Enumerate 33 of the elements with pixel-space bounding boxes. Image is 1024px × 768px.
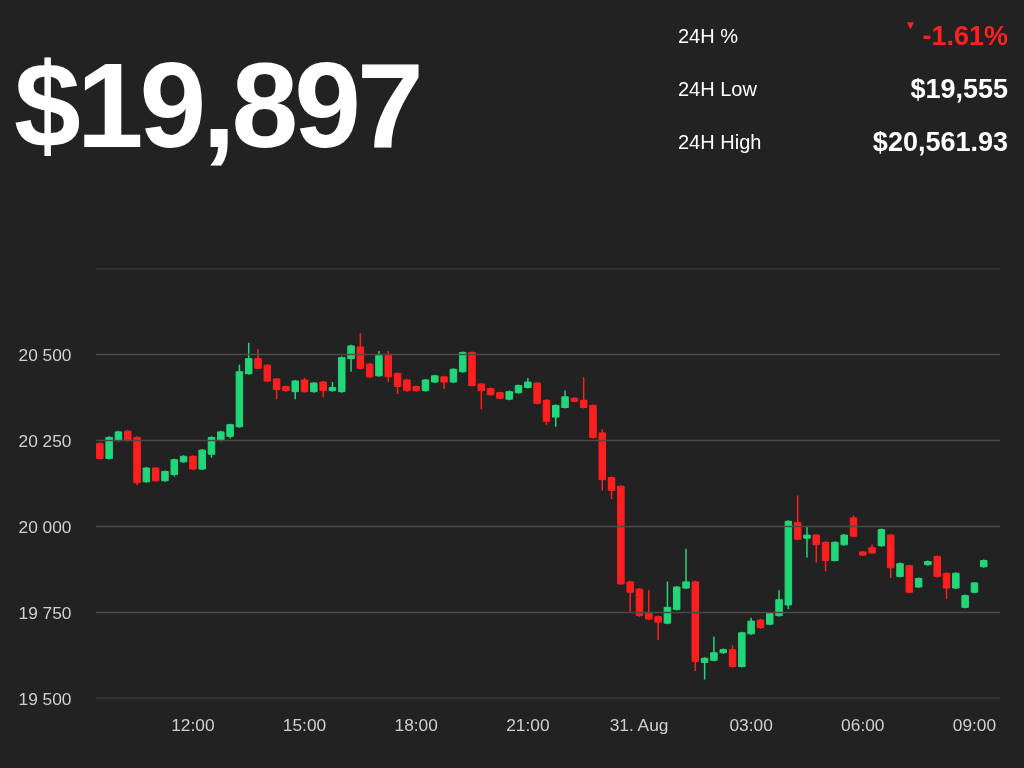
y-tick-label: 19 750 (18, 602, 72, 623)
candlestick (356, 332, 365, 371)
y-tick-label: 20 250 (18, 430, 72, 451)
candlestick (542, 398, 551, 426)
y-tick-label: 20 000 (18, 516, 72, 537)
candlestick (942, 571, 951, 600)
x-tick-label: 31. Aug (609, 714, 669, 735)
candlestick (384, 350, 393, 383)
candlestick (375, 350, 383, 378)
text: $19,897 (14, 37, 420, 174)
candlestick (803, 525, 811, 559)
text: $19,555 (910, 73, 1008, 107)
x-tick-label: 06:00 (841, 714, 885, 735)
text: ▼ (904, 18, 917, 33)
candlestick (821, 540, 830, 572)
x-tick-label: 15:00 (282, 714, 327, 735)
x-tick-label: 09:00 (952, 714, 997, 735)
candlestick (793, 494, 802, 542)
y-tick-label: 19 500 (18, 688, 72, 709)
text: 24H % (678, 24, 739, 50)
candlestick (244, 342, 253, 376)
text: $20,561.93 (872, 126, 1008, 160)
candlestick (812, 533, 821, 564)
text: 24H Low (678, 77, 757, 103)
y-tick-label: 20 500 (18, 344, 72, 365)
x-tick-label: 21:00 (506, 714, 550, 735)
x-tick-label: 03:00 (729, 714, 773, 735)
x-tick-label: 12:00 (171, 714, 215, 735)
candlestick (393, 371, 402, 395)
x-tick-label: 18:00 (394, 714, 438, 735)
text: -1.61% (922, 21, 1008, 52)
text: 24H High (678, 130, 762, 156)
candlestick (728, 644, 737, 669)
